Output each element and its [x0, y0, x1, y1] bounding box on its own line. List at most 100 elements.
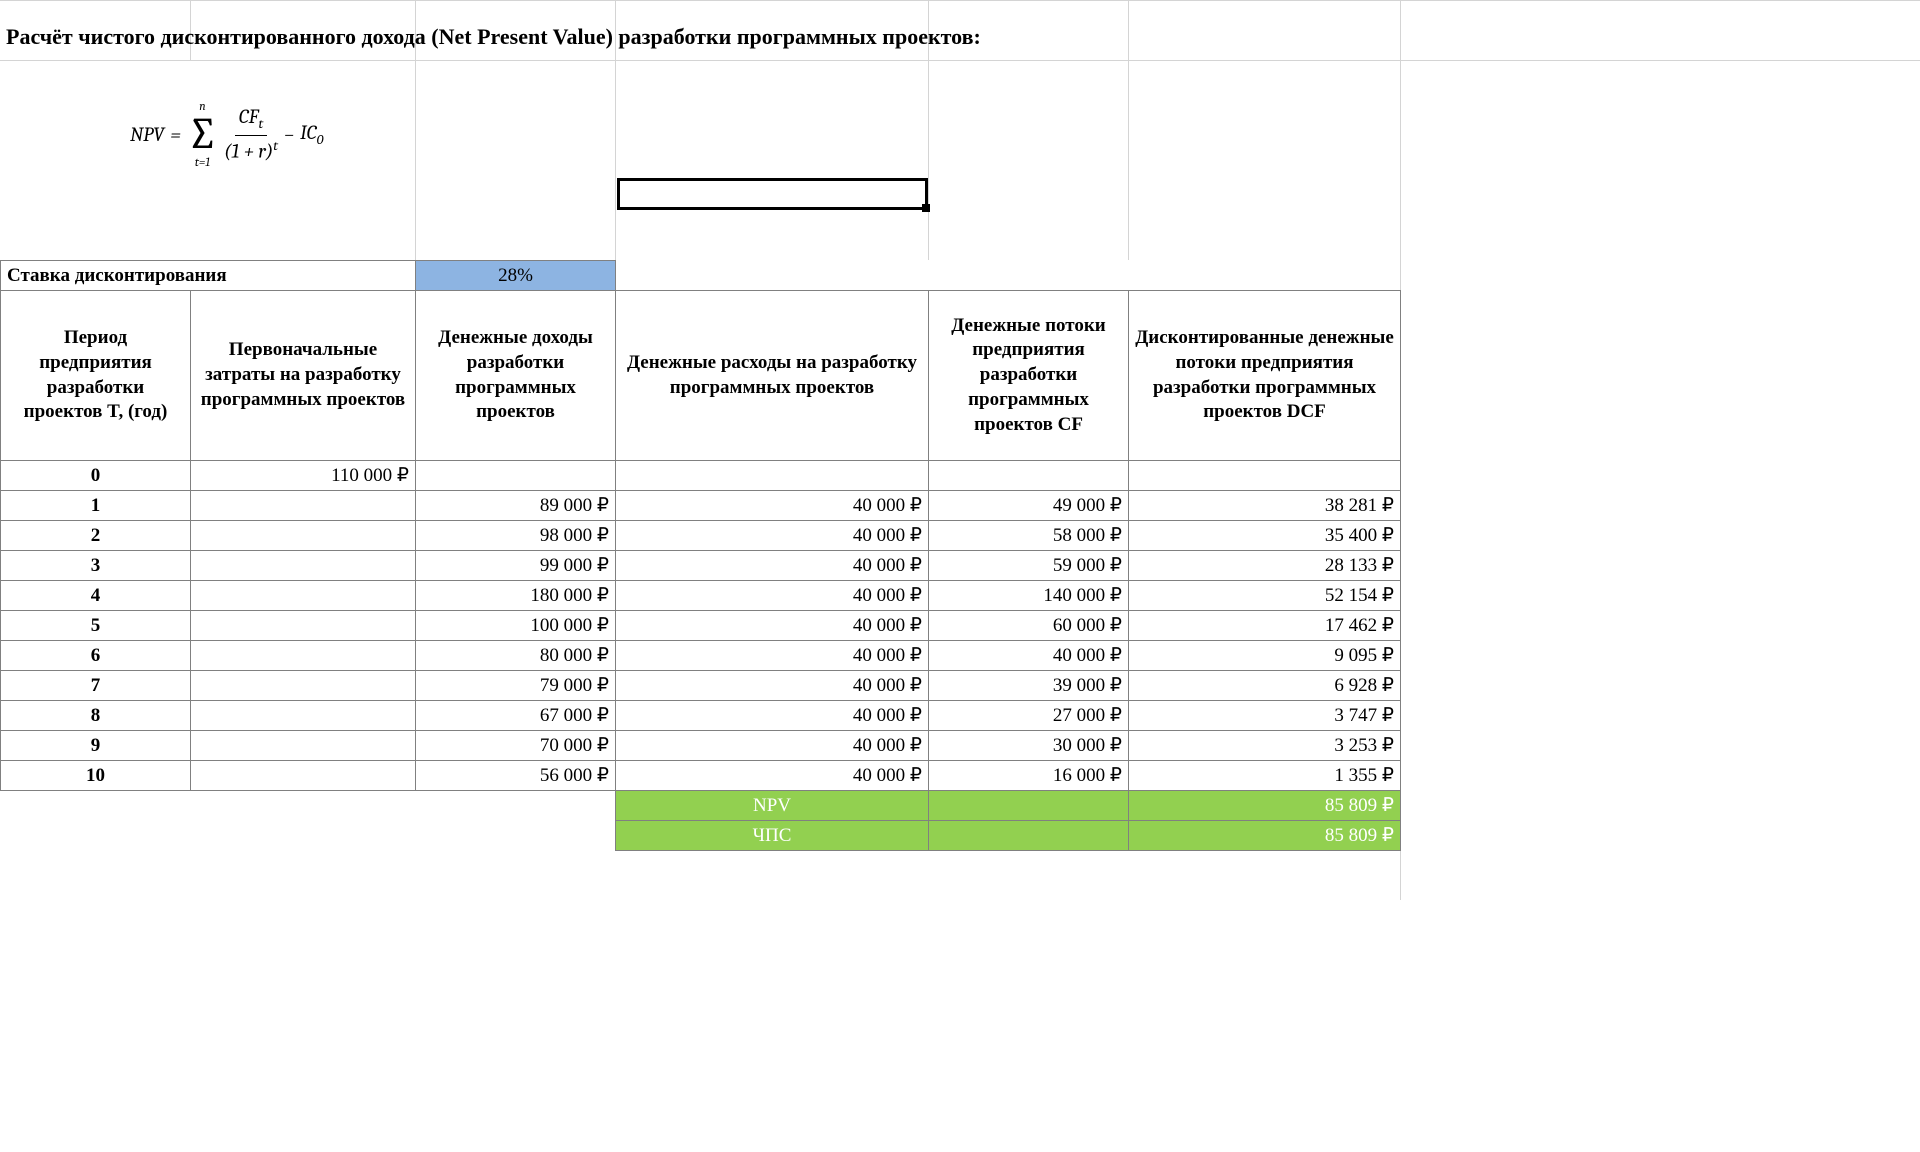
formula-tail: IC0	[300, 121, 323, 148]
summary-chps-row: ЧПС 85 809 ₽	[1, 821, 1401, 851]
cell-expense[interactable]: 40 000 ₽	[616, 521, 929, 551]
formula-minus: −	[284, 123, 294, 146]
col-header-income[interactable]: Денежные доходы разработки программных п…	[416, 291, 616, 461]
cell-period[interactable]: 9	[1, 731, 191, 761]
cell-expense[interactable]: 40 000 ₽	[616, 701, 929, 731]
cell-dcf[interactable]: 1 355 ₽	[1129, 761, 1401, 791]
cell-cf[interactable]: 30 000 ₽	[929, 731, 1129, 761]
cell-initial[interactable]	[191, 701, 416, 731]
table-row: 5 100 000 ₽40 000 ₽60 000 ₽17 462 ₽	[1, 611, 1401, 641]
cell-cf[interactable]: 140 000 ₽	[929, 581, 1129, 611]
npv-value-blank[interactable]	[929, 791, 1129, 821]
table-row: 2 98 000 ₽40 000 ₽58 000 ₽35 400 ₽	[1, 521, 1401, 551]
discount-rate-label[interactable]: Ставка дисконтирования	[1, 261, 416, 291]
cell-expense[interactable]: 40 000 ₽	[616, 671, 929, 701]
cell-cf[interactable]: 60 000 ₽	[929, 611, 1129, 641]
cell-expense[interactable]	[616, 461, 929, 491]
formula-lhs: NPV	[130, 123, 164, 146]
cell-cf[interactable]: 59 000 ₽	[929, 551, 1129, 581]
cell-expense[interactable]: 40 000 ₽	[616, 641, 929, 671]
cell-dcf[interactable]	[1129, 461, 1401, 491]
cell-period[interactable]: 1	[1, 491, 191, 521]
cell-initial[interactable]	[191, 731, 416, 761]
cell-expense[interactable]: 40 000 ₽	[616, 491, 929, 521]
col-header-initial[interactable]: Первоначальные затраты на разработку про…	[191, 291, 416, 461]
cell-period[interactable]: 5	[1, 611, 191, 641]
cell-dcf[interactable]: 38 281 ₽	[1129, 491, 1401, 521]
discount-rate-value[interactable]: 28%	[416, 261, 616, 291]
cell-cf[interactable]: 39 000 ₽	[929, 671, 1129, 701]
chps-label[interactable]: ЧПС	[616, 821, 929, 851]
cell-period[interactable]: 8	[1, 701, 191, 731]
cell-income[interactable]: 79 000 ₽	[416, 671, 616, 701]
cell-initial[interactable]	[191, 551, 416, 581]
npv-label[interactable]: NPV	[616, 791, 929, 821]
cell-initial[interactable]	[191, 491, 416, 521]
cell-dcf[interactable]: 35 400 ₽	[1129, 521, 1401, 551]
spreadsheet-canvas: Расчёт чистого дисконтированного дохода …	[0, 0, 1920, 900]
col-header-cf[interactable]: Денежные потоки предприятия разработки п…	[929, 291, 1129, 461]
cell-income[interactable]: 56 000 ₽	[416, 761, 616, 791]
cell-expense[interactable]: 40 000 ₽	[616, 551, 929, 581]
cell-income[interactable]: 180 000 ₽	[416, 581, 616, 611]
cell-dcf[interactable]: 52 154 ₽	[1129, 581, 1401, 611]
cell-period[interactable]: 2	[1, 521, 191, 551]
cell-initial[interactable]	[191, 611, 416, 641]
cell-period[interactable]: 3	[1, 551, 191, 581]
formula-eq: =	[170, 123, 181, 146]
active-cell-selection[interactable]	[617, 178, 928, 210]
cell-income[interactable]: 70 000 ₽	[416, 731, 616, 761]
table-row: 10 56 000 ₽40 000 ₽16 000 ₽1 355 ₽	[1, 761, 1401, 791]
cell-cf[interactable]	[929, 461, 1129, 491]
cell-dcf[interactable]: 28 133 ₽	[1129, 551, 1401, 581]
cell-income[interactable]: 89 000 ₽	[416, 491, 616, 521]
cell-period[interactable]: 0	[1, 461, 191, 491]
cell-income[interactable]: 98 000 ₽	[416, 521, 616, 551]
cell-cf[interactable]: 49 000 ₽	[929, 491, 1129, 521]
cell-cf[interactable]: 16 000 ₽	[929, 761, 1129, 791]
cell-expense[interactable]: 40 000 ₽	[616, 731, 929, 761]
cell-dcf[interactable]: 3 253 ₽	[1129, 731, 1401, 761]
col-header-expense[interactable]: Денежные расходы на разработку программн…	[616, 291, 929, 461]
cell-income[interactable]	[416, 461, 616, 491]
cell-expense[interactable]: 40 000 ₽	[616, 581, 929, 611]
cell-dcf[interactable]: 9 095 ₽	[1129, 641, 1401, 671]
fraction-numerator: CFt	[235, 105, 268, 136]
col-header-period[interactable]: Период предприятия разработки проектов T…	[1, 291, 191, 461]
chps-value-blank[interactable]	[929, 821, 1129, 851]
cell-initial[interactable]	[191, 761, 416, 791]
cell-cf[interactable]: 27 000 ₽	[929, 701, 1129, 731]
cell-dcf[interactable]: 3 747 ₽	[1129, 701, 1401, 731]
cell-expense[interactable]: 40 000 ₽	[616, 761, 929, 791]
npv-value[interactable]: 85 809 ₽	[1129, 791, 1401, 821]
gridline	[0, 0, 1920, 1]
cell-income[interactable]: 67 000 ₽	[416, 701, 616, 731]
col-header-dcf[interactable]: Дисконтированные денежные потоки предпри…	[1129, 291, 1401, 461]
sum-lower: t=1	[195, 156, 210, 168]
page-title: Расчёт чистого дисконтированного дохода …	[6, 24, 981, 50]
cell-period[interactable]: 10	[1, 761, 191, 791]
cell-period[interactable]: 4	[1, 581, 191, 611]
cell-initial[interactable]: 110 000 ₽	[191, 461, 416, 491]
cell-initial[interactable]	[191, 641, 416, 671]
cell-dcf[interactable]: 6 928 ₽	[1129, 671, 1401, 701]
gridline	[1128, 0, 1129, 260]
formula-sum: n ∑ t=1	[187, 100, 218, 168]
cell-period[interactable]: 7	[1, 671, 191, 701]
chps-value[interactable]: 85 809 ₽	[1129, 821, 1401, 851]
cell-cf[interactable]: 40 000 ₽	[929, 641, 1129, 671]
cell-initial[interactable]	[191, 521, 416, 551]
cell-initial[interactable]	[191, 581, 416, 611]
cell-income[interactable]: 100 000 ₽	[416, 611, 616, 641]
header-row: Период предприятия разработки проектов T…	[1, 291, 1401, 461]
cell-income[interactable]: 80 000 ₽	[416, 641, 616, 671]
cell-period[interactable]: 6	[1, 641, 191, 671]
formula-fraction: CFt (1 + r)t	[224, 105, 278, 163]
cell-dcf[interactable]: 17 462 ₽	[1129, 611, 1401, 641]
cell-expense[interactable]: 40 000 ₽	[616, 611, 929, 641]
table-row: 4 180 000 ₽40 000 ₽140 000 ₽52 154 ₽	[1, 581, 1401, 611]
cell-initial[interactable]	[191, 671, 416, 701]
cell-income[interactable]: 99 000 ₽	[416, 551, 616, 581]
cell-cf[interactable]: 58 000 ₽	[929, 521, 1129, 551]
gridline	[0, 60, 1920, 61]
